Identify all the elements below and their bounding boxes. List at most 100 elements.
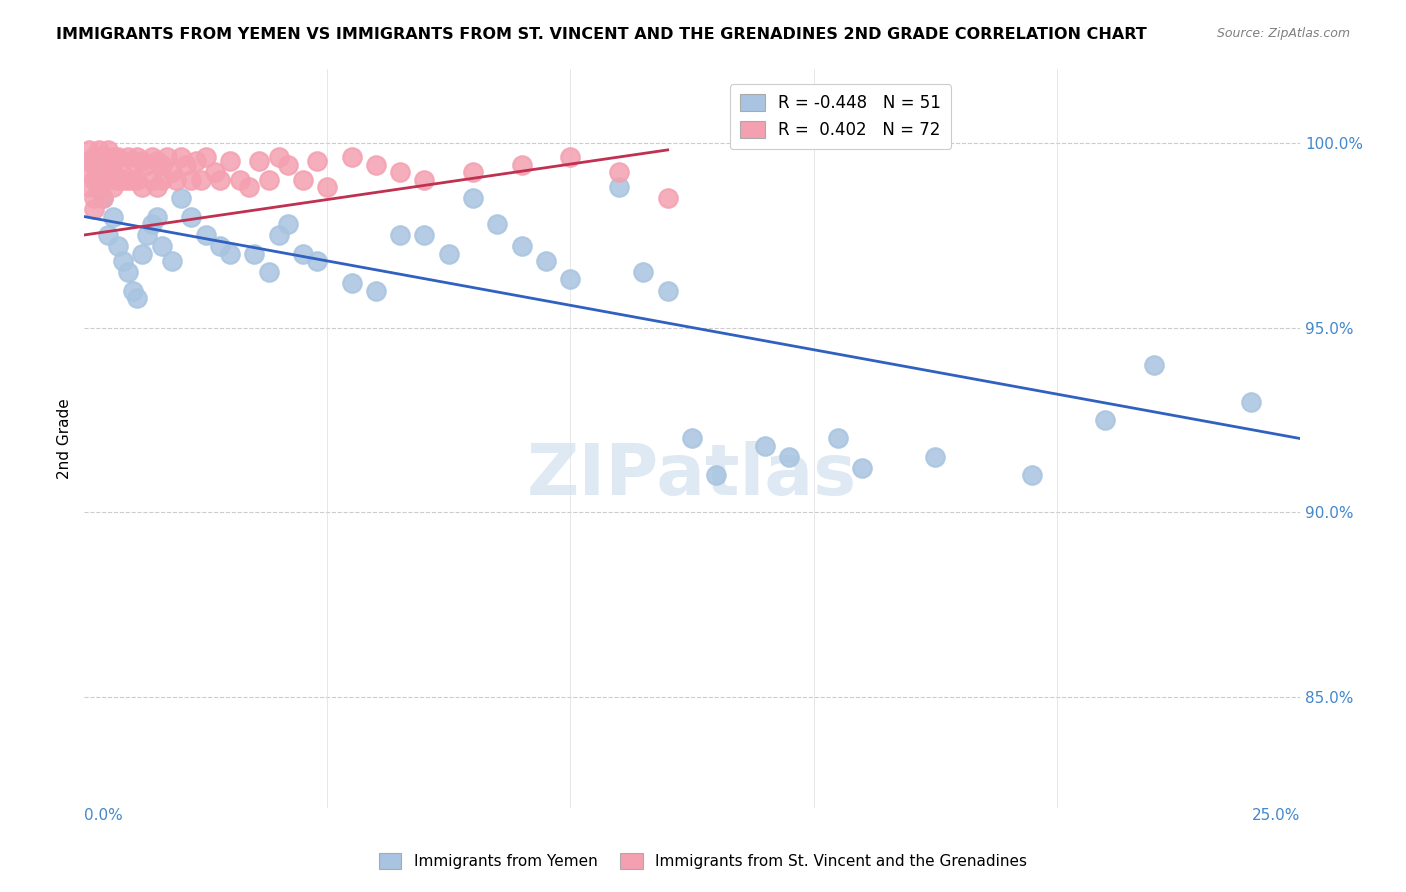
Point <box>87 143 110 157</box>
Point <box>243 246 266 260</box>
Point <box>127 172 149 186</box>
Point <box>111 172 134 186</box>
Point <box>146 180 169 194</box>
Point <box>238 180 260 194</box>
Point <box>413 172 436 186</box>
Point <box>156 150 179 164</box>
Point <box>146 210 169 224</box>
Point <box>657 284 679 298</box>
Point <box>77 154 100 169</box>
Point <box>924 450 946 464</box>
Point <box>194 150 217 164</box>
Point <box>257 172 280 186</box>
Point <box>209 239 232 253</box>
Point <box>97 158 120 172</box>
Legend: Immigrants from Yemen, Immigrants from St. Vincent and the Grenadines: Immigrants from Yemen, Immigrants from S… <box>373 847 1033 875</box>
Point <box>77 143 100 157</box>
Point <box>170 150 193 164</box>
Point <box>267 150 290 164</box>
Point <box>93 172 115 186</box>
Point <box>607 180 630 194</box>
Point <box>83 172 105 186</box>
Point <box>291 246 314 260</box>
Point <box>83 191 105 205</box>
Point <box>170 191 193 205</box>
Point <box>111 154 134 169</box>
Point <box>340 150 363 164</box>
Point <box>131 180 153 194</box>
Text: 0.0%: 0.0% <box>84 808 122 823</box>
Point <box>534 253 557 268</box>
Point <box>1143 358 1166 372</box>
Point <box>228 172 250 186</box>
Point <box>510 158 533 172</box>
Point <box>87 154 110 169</box>
Point <box>461 165 484 179</box>
Point <box>150 158 173 172</box>
Point <box>107 239 129 253</box>
Point <box>1021 468 1043 483</box>
Point <box>257 265 280 279</box>
Point <box>413 227 436 242</box>
Point <box>121 172 143 186</box>
Point <box>364 284 387 298</box>
Point <box>851 461 873 475</box>
Point <box>190 172 212 186</box>
Text: IMMIGRANTS FROM YEMEN VS IMMIGRANTS FROM ST. VINCENT AND THE GRENADINES 2ND GRAD: IMMIGRANTS FROM YEMEN VS IMMIGRANTS FROM… <box>56 27 1147 42</box>
Point <box>510 239 533 253</box>
Point <box>267 227 290 242</box>
Point <box>117 150 139 164</box>
Point <box>204 165 226 179</box>
Point <box>389 227 412 242</box>
Point <box>107 172 129 186</box>
Point <box>486 217 509 231</box>
Point <box>307 253 329 268</box>
Point <box>316 180 339 194</box>
Y-axis label: 2nd Grade: 2nd Grade <box>58 398 72 479</box>
Point <box>127 150 149 164</box>
Point <box>127 291 149 305</box>
Point <box>77 180 100 194</box>
Point <box>560 150 582 164</box>
Point <box>87 165 110 179</box>
Point <box>97 227 120 242</box>
Point <box>83 154 105 169</box>
Point <box>657 191 679 205</box>
Point <box>364 158 387 172</box>
Point <box>277 217 299 231</box>
Point <box>174 158 197 172</box>
Point <box>101 165 124 179</box>
Point <box>1094 413 1116 427</box>
Point <box>93 158 115 172</box>
Point <box>150 172 173 186</box>
Point <box>219 154 242 169</box>
Point <box>180 210 202 224</box>
Point <box>121 284 143 298</box>
Point <box>107 150 129 164</box>
Point <box>83 202 105 216</box>
Point <box>83 150 105 164</box>
Point <box>160 253 183 268</box>
Point <box>291 172 314 186</box>
Point <box>150 239 173 253</box>
Point <box>93 191 115 205</box>
Point <box>97 172 120 186</box>
Legend: R = -0.448   N = 51, R =  0.402   N = 72: R = -0.448 N = 51, R = 0.402 N = 72 <box>730 84 952 149</box>
Text: Source: ZipAtlas.com: Source: ZipAtlas.com <box>1216 27 1350 40</box>
Point <box>101 150 124 164</box>
Point <box>209 172 232 186</box>
Point <box>340 276 363 290</box>
Point <box>827 432 849 446</box>
Point <box>633 265 655 279</box>
Point <box>87 172 110 186</box>
Point <box>461 191 484 205</box>
Point <box>77 165 100 179</box>
Point <box>101 210 124 224</box>
Point <box>141 172 163 186</box>
Point <box>437 246 460 260</box>
Point <box>681 432 703 446</box>
Point <box>607 165 630 179</box>
Text: ZIPatlas: ZIPatlas <box>527 441 858 510</box>
Point <box>117 172 139 186</box>
Point <box>160 165 183 179</box>
